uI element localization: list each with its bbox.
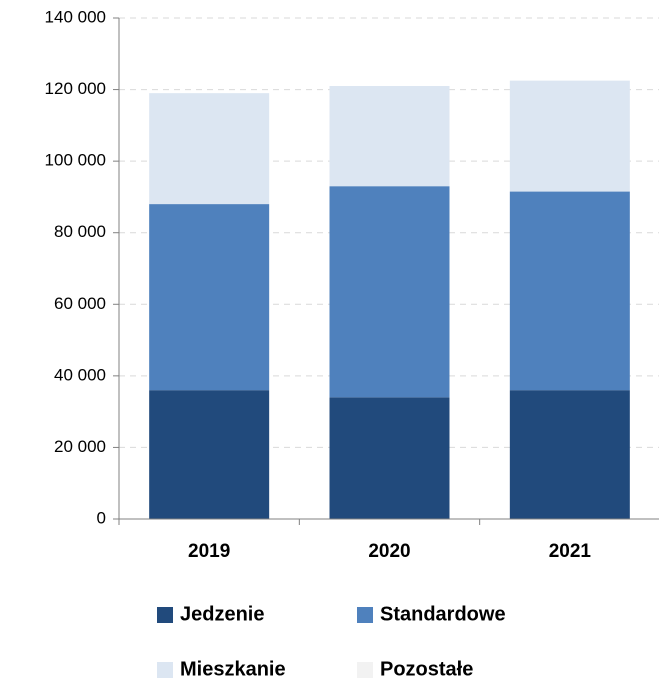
legend-label: Standardowe [380, 603, 506, 625]
bar-segment [329, 186, 450, 398]
y-tick-label: 80 000 [54, 222, 106, 241]
y-tick-label: 100 000 [45, 151, 106, 170]
legend-label: Mieszkanie [180, 658, 286, 680]
legend-swatch [157, 662, 173, 678]
y-tick-label: 60 000 [54, 294, 106, 313]
legend-label: Jedzenie [180, 603, 264, 625]
legend-label: Pozostałe [380, 658, 473, 680]
x-tick-label: 2019 [188, 541, 230, 562]
x-tick-label: 2021 [549, 541, 592, 562]
bar-segment [509, 390, 630, 519]
bar-segment [509, 80, 630, 192]
y-tick-label: 40 000 [54, 365, 106, 384]
bar-segment [149, 390, 270, 519]
bar-segment [329, 85, 450, 187]
legend-swatch [357, 662, 373, 678]
bar-segment [329, 397, 450, 519]
y-tick-label: 20 000 [54, 437, 106, 456]
legend-swatch [157, 607, 173, 623]
bar-segment [149, 93, 270, 205]
y-tick-label: 0 [97, 508, 106, 527]
y-tick-label: 120 000 [45, 79, 106, 98]
bar-segment [149, 204, 270, 391]
bar-segment [509, 191, 630, 391]
legend-swatch [357, 607, 373, 623]
x-tick-label: 2020 [368, 541, 410, 562]
y-tick-label: 140 000 [45, 7, 106, 26]
